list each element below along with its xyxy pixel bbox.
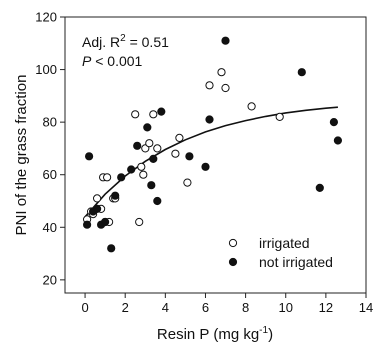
point-irrigated	[218, 69, 225, 76]
x-tick-label: 4	[162, 300, 169, 315]
y-tick-label: 80	[43, 115, 57, 130]
y-axis-title: PNI of the grass fraction	[13, 75, 30, 236]
legend-marker-not-irrigated	[229, 258, 236, 265]
point-not-irrigated	[154, 197, 161, 204]
legend-label-irrigated: irrigated	[259, 235, 310, 251]
point-not-irrigated	[202, 163, 209, 170]
point-not-irrigated	[316, 184, 323, 191]
x-tick-label: 0	[81, 300, 88, 315]
x-tick-label: 12	[319, 300, 333, 315]
point-irrigated	[184, 179, 191, 186]
x-tick-label: 14	[359, 300, 373, 315]
y-tick-label: 100	[35, 62, 57, 77]
point-irrigated	[276, 113, 283, 120]
point-not-irrigated	[334, 137, 341, 144]
r2-annotation: Adj. R2 = 0.51	[82, 33, 169, 50]
y-tick-label: 120	[35, 10, 57, 25]
point-not-irrigated	[150, 155, 157, 162]
point-not-irrigated	[86, 153, 93, 160]
point-not-irrigated	[298, 69, 305, 76]
point-irrigated	[150, 111, 157, 118]
point-irrigated	[154, 145, 161, 152]
fit-curve-group	[85, 107, 338, 217]
point-not-irrigated	[108, 245, 115, 252]
x-tick-label: 2	[122, 300, 129, 315]
point-not-irrigated	[118, 174, 125, 181]
fit-curve	[85, 107, 338, 217]
y-tick-label: 40	[43, 220, 57, 235]
point-irrigated	[104, 174, 111, 181]
point-not-irrigated	[112, 192, 119, 199]
x-tick-label: 8	[242, 300, 249, 315]
y-tick-label: 60	[43, 167, 57, 182]
point-irrigated	[172, 150, 179, 157]
point-not-irrigated	[148, 182, 155, 189]
x-tick-label: 10	[278, 300, 292, 315]
point-irrigated	[248, 103, 255, 110]
point-not-irrigated	[330, 119, 337, 126]
legend: irrigated not irrigated	[229, 235, 333, 270]
point-irrigated	[138, 163, 145, 170]
point-irrigated	[94, 195, 101, 202]
legend-label-not-irrigated: not irrigated	[259, 254, 333, 270]
point-not-irrigated	[222, 37, 229, 44]
point-not-irrigated	[144, 124, 151, 131]
point-not-irrigated	[102, 218, 109, 225]
point-irrigated	[132, 111, 139, 118]
x-axis-title: Resin P (mg kg-1)	[157, 325, 273, 343]
point-not-irrigated	[134, 142, 141, 149]
p-value-annotation: P < 0.001	[82, 53, 143, 69]
point-irrigated	[222, 84, 229, 91]
point-not-irrigated	[158, 108, 165, 115]
data-points	[84, 37, 342, 252]
point-not-irrigated	[84, 221, 91, 228]
x-tick-label: 6	[202, 300, 209, 315]
point-not-irrigated	[186, 153, 193, 160]
point-irrigated	[136, 218, 143, 225]
point-irrigated	[176, 134, 183, 141]
point-not-irrigated	[128, 166, 135, 173]
y-tick-label: 20	[43, 272, 57, 287]
point-irrigated	[140, 171, 147, 178]
point-irrigated	[206, 82, 213, 89]
point-irrigated	[146, 140, 153, 147]
point-not-irrigated	[94, 205, 101, 212]
point-not-irrigated	[206, 116, 213, 123]
legend-marker-irrigated	[229, 239, 236, 246]
